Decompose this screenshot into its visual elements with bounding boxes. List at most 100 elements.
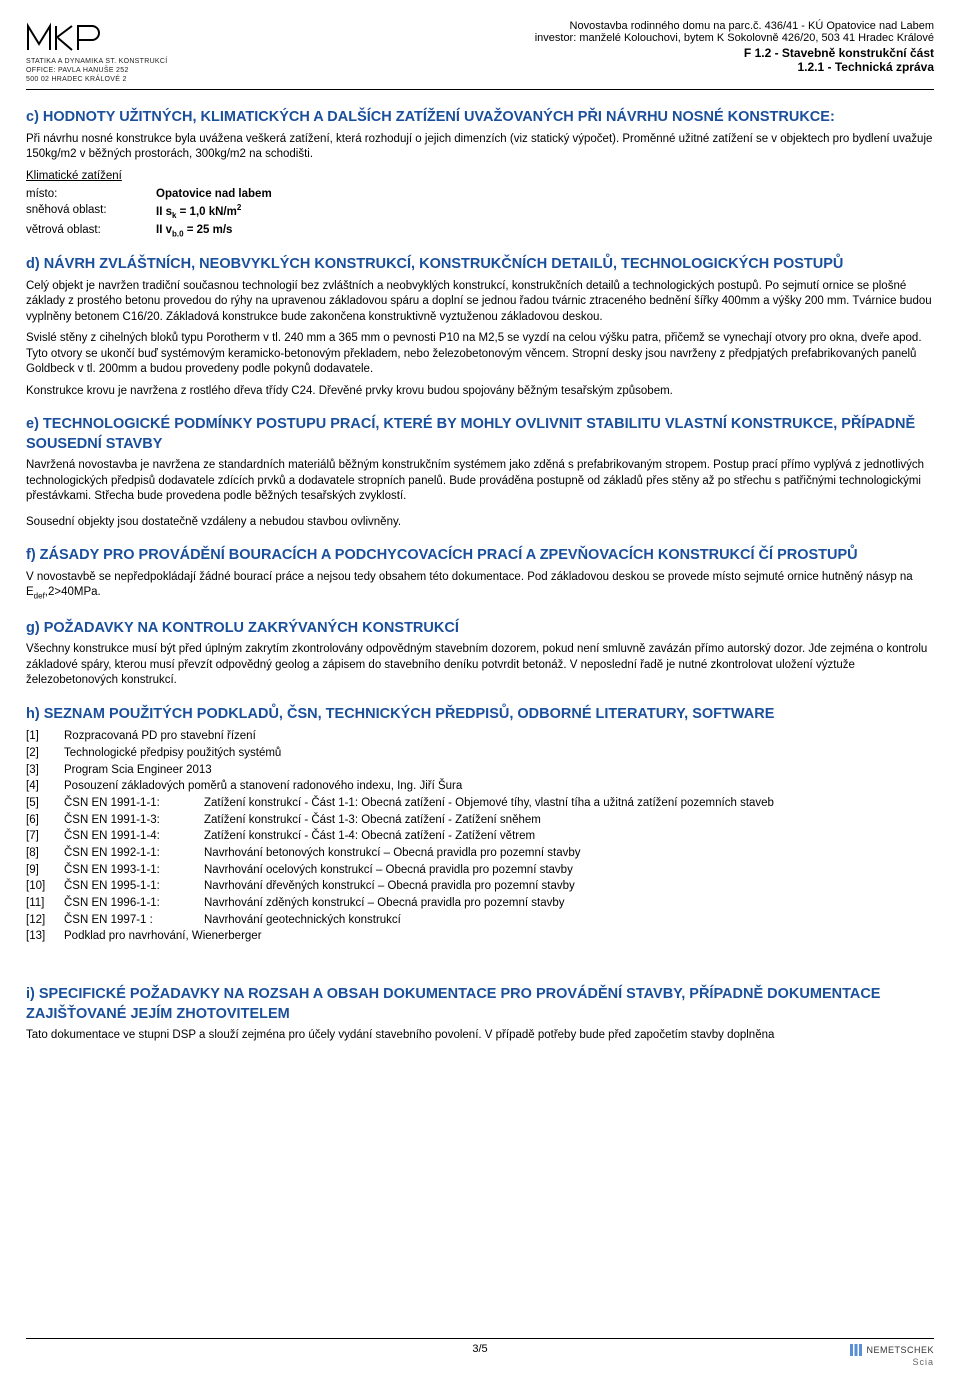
- footer-right: NEMETSCHEK Scia: [849, 1343, 934, 1367]
- section-e-title: e) TECHNOLOGICKÉ PODMÍNKY POSTUPU PRACÍ,…: [26, 415, 934, 454]
- vitr-val: II vb.0 = 25 m/s: [156, 222, 232, 239]
- reference-row: [10]ČSN EN 1995-1-1:Navrhování dřevěných…: [26, 878, 934, 895]
- f-p1-post: ,2>40MPa.: [45, 586, 101, 598]
- row-sneh: sněhová oblast: II sk = 1,0 kN/m2: [26, 202, 934, 221]
- ref-num: [8]: [26, 845, 64, 862]
- sneh-val: II sk = 1,0 kN/m2: [156, 202, 241, 221]
- ref-num: [4]: [26, 778, 64, 795]
- vitr-sub: b.0: [172, 229, 184, 238]
- reference-list: [1]Rozpracovaná PD pro stavební řízení[2…: [26, 728, 934, 945]
- header-right: Novostavba rodinného domu na parc.č. 436…: [535, 20, 934, 74]
- klimat-label: Klimatické zatížení: [26, 169, 934, 185]
- header-line-3: F 1.2 - Stavebně konstrukční část: [535, 46, 934, 60]
- footer-scia: Scia: [849, 1357, 934, 1367]
- ref-num: [9]: [26, 862, 64, 879]
- row-misto: místo: Opatovice nad labem: [26, 186, 934, 202]
- ref-code: ČSN EN 1991-1-1:: [64, 795, 204, 812]
- section-e-p2: Sousední objekty jsou dostatečně vzdálen…: [26, 515, 934, 531]
- vitr-post: = 25 m/s: [184, 224, 233, 236]
- ref-text: Podklad pro navrhování, Wienerberger: [64, 928, 934, 945]
- header-line-2: investor: manželé Kolouchovi, bytem K So…: [535, 32, 934, 44]
- ref-num: [7]: [26, 828, 64, 845]
- reference-row: [8]ČSN EN 1992-1-1:Navrhování betonových…: [26, 845, 934, 862]
- section-h-title: h) SEZNAM POUŽITÝCH PODKLADŮ, ČSN, TECHN…: [26, 705, 934, 725]
- reference-row: [7]ČSN EN 1991-1-4:Zatížení konstrukcí -…: [26, 828, 934, 845]
- section-d-p2: Svislé stěny z cihelných bloků typu Poro…: [26, 331, 934, 378]
- reference-row: [13]Podklad pro navrhování, Wienerberger: [26, 928, 934, 945]
- f-p1-pre: V novostavbě se nepředpokládají žádné bo…: [26, 571, 913, 599]
- ref-text: Zatížení konstrukcí - Část 1-3: Obecná z…: [204, 812, 934, 829]
- reference-row: [4]Posouzení základových poměrů a stanov…: [26, 778, 934, 795]
- nemetschek-icon: [849, 1343, 863, 1357]
- header-line-1: Novostavba rodinného domu na parc.č. 436…: [535, 20, 934, 32]
- ref-text: Program Scia Engineer 2013: [64, 762, 934, 779]
- logo-subtitle-1: STATIKA A DYNAMIKA ST. KONSTRUKCÍ: [26, 58, 168, 65]
- ref-code: ČSN EN 1997-1 :: [64, 912, 204, 929]
- section-i-title: i) SPECIFICKÉ POŽADAVKY NA ROZSAH A OBSA…: [26, 985, 934, 1024]
- section-d-p3: Konstrukce krovu je navržena z rostlého …: [26, 384, 934, 400]
- sneh-sup: 2: [237, 203, 241, 212]
- ref-text: Navrhování betonových konstrukcí – Obecn…: [204, 845, 934, 862]
- section-e-p1: Navržená novostavba je navržena ze stand…: [26, 458, 934, 505]
- misto-val: Opatovice nad labem: [156, 186, 272, 202]
- climate-table: místo: Opatovice nad labem sněhová oblas…: [26, 186, 934, 239]
- misto-key: místo:: [26, 186, 156, 202]
- ref-num: [13]: [26, 928, 64, 945]
- logo-block: STATIKA A DYNAMIKA ST. KONSTRUKCÍ OFFICE…: [26, 20, 168, 83]
- ref-num: [5]: [26, 795, 64, 812]
- reference-row: [1]Rozpracovaná PD pro stavební řízení: [26, 728, 934, 745]
- row-vitr: větrová oblast: II vb.0 = 25 m/s: [26, 222, 934, 239]
- ref-text: Posouzení základových poměrů a stanovení…: [64, 778, 934, 795]
- ref-text: Navrhování geotechnických konstrukcí: [204, 912, 934, 929]
- ref-code: ČSN EN 1991-1-3:: [64, 812, 204, 829]
- ref-num: [3]: [26, 762, 64, 779]
- logo-subtitle-3: 500 02 HRADEC KRÁLOVÉ 2: [26, 76, 127, 83]
- vitr-key: větrová oblast:: [26, 222, 156, 239]
- section-f-p1: V novostavbě se nepředpokládají žádné bo…: [26, 570, 934, 603]
- ref-num: [12]: [26, 912, 64, 929]
- vitr-pre: II v: [156, 224, 172, 236]
- ref-text: Technologické předpisy použitých systémů: [64, 745, 934, 762]
- ref-code: ČSN EN 1992-1-1:: [64, 845, 204, 862]
- ref-code: ČSN EN 1996-1-1:: [64, 895, 204, 912]
- ref-num: [6]: [26, 812, 64, 829]
- section-c-title: c) HODNOTY UŽITNÝCH, KLIMATICKÝCH A DALŠ…: [26, 108, 934, 128]
- sneh-post: = 1,0 kN/m: [176, 206, 236, 218]
- ref-text: Rozpracovaná PD pro stavební řízení: [64, 728, 934, 745]
- page-header: STATIKA A DYNAMIKA ST. KONSTRUKCÍ OFFICE…: [26, 20, 934, 90]
- section-f-title: f) ZÁSADY PRO PROVÁDĚNÍ BOURACÍCH A PODC…: [26, 546, 934, 566]
- section-g-p1: Všechny konstrukce musí být před úplným …: [26, 642, 934, 689]
- reference-row: [6]ČSN EN 1991-1-3:Zatížení konstrukcí -…: [26, 812, 934, 829]
- ref-text: Navrhování dřevěných konstrukcí – Obecná…: [204, 878, 934, 895]
- ref-num: [10]: [26, 878, 64, 895]
- header-line-4: 1.2.1 - Technická zpráva: [535, 60, 934, 74]
- section-c-p1: Při návrhu nosné konstrukce byla uvážena…: [26, 132, 934, 163]
- reference-row: [5]ČSN EN 1991-1-1:Zatížení konstrukcí -…: [26, 795, 934, 812]
- page-footer: 3/5 NEMETSCHEK Scia: [26, 1338, 934, 1367]
- f-p1-sub: def: [34, 592, 45, 601]
- page-number: 3/5: [472, 1343, 487, 1355]
- ref-code: ČSN EN 1993-1-1:: [64, 862, 204, 879]
- ref-text: Zatížení konstrukcí - Část 1-4: Obecná z…: [204, 828, 934, 845]
- reference-row: [3]Program Scia Engineer 2013: [26, 762, 934, 779]
- ref-text: Navrhování ocelových konstrukcí – Obecná…: [204, 862, 934, 879]
- section-g-title: g) POŽADAVKY NA KONTROLU ZAKRÝVANÝCH KON…: [26, 619, 934, 639]
- reference-row: [12]ČSN EN 1997-1 :Navrhování geotechnic…: [26, 912, 934, 929]
- ref-num: [1]: [26, 728, 64, 745]
- reference-row: [2]Technologické předpisy použitých syst…: [26, 745, 934, 762]
- nemetschek-logo: NEMETSCHEK: [849, 1343, 934, 1357]
- ref-num: [11]: [26, 895, 64, 912]
- mkp-logo: [26, 20, 116, 56]
- section-i-p1: Tato dokumentace ve stupni DSP a slouží …: [26, 1028, 934, 1044]
- reference-row: [9]ČSN EN 1993-1-1:Navrhování ocelových …: [26, 862, 934, 879]
- footer-brand: NEMETSCHEK: [866, 1345, 934, 1355]
- ref-text: Zatížení konstrukcí - Část 1-1: Obecná z…: [204, 795, 934, 812]
- section-d-title: d) NÁVRH ZVLÁŠTNÍCH, NEOBVYKLÝCH KONSTRU…: [26, 255, 934, 275]
- logo-subtitle-2: OFFICE: PAVLA HANUŠE 252: [26, 67, 129, 74]
- sneh-key: sněhová oblast:: [26, 202, 156, 221]
- ref-code: ČSN EN 1995-1-1:: [64, 878, 204, 895]
- document-page: STATIKA A DYNAMIKA ST. KONSTRUKCÍ OFFICE…: [0, 0, 960, 1381]
- ref-num: [2]: [26, 745, 64, 762]
- sneh-pre: II s: [156, 206, 172, 218]
- reference-row: [11]ČSN EN 1996-1-1:Navrhování zděných k…: [26, 895, 934, 912]
